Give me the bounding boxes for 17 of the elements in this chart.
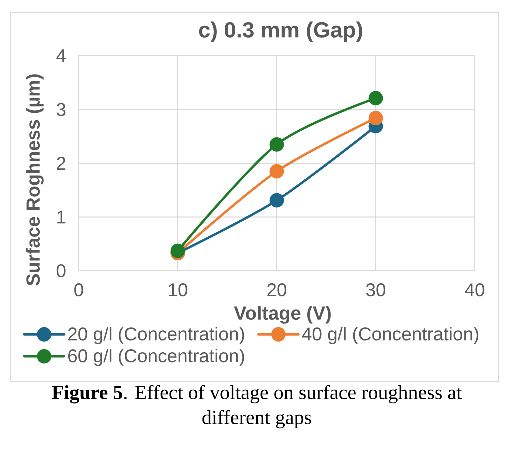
x-tick-label: 10 [169,284,188,297]
y-tick-label: 1 [58,210,66,224]
x-tick-label: 40 [465,284,485,297]
y-axis-title: Surface Roghness (µm) [26,74,44,286]
x-tick-label: 20 [268,284,287,297]
x-tick-label: 30 [366,284,386,297]
legend-label: 60 g/l (Concentration) [68,349,244,366]
text: Figure 5. Effect of voltage on surface roughness at different gaps [52,385,462,429]
chart-title: c) 0.3 mm (Gap) [199,22,362,42]
y-tick-label: 3 [56,103,66,116]
y-tick-label: 2 [57,157,66,170]
legend-label: 40 g/l (Concentration) [302,327,479,344]
legend-label: 20 g/l (Concentration) [68,327,244,344]
y-tick-label: 0 [56,264,66,278]
x-axis-title: Voltage (V) [234,306,331,324]
x-tick-label: 0 [74,284,84,297]
y-tick-label: 4 [56,50,66,62]
